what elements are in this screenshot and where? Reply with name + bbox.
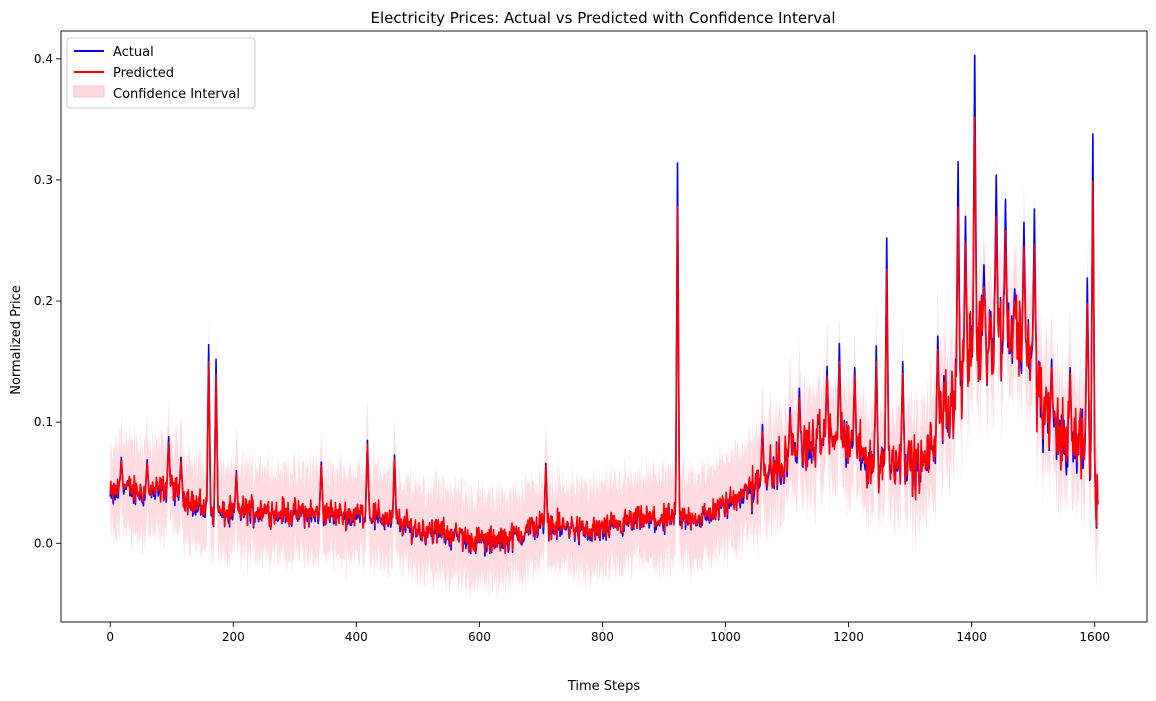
plot-frame xyxy=(60,30,1148,623)
y-tick-label: 0.1 xyxy=(34,415,53,429)
x-tick-label: 1200 xyxy=(833,630,864,644)
x-tick-label: 800 xyxy=(591,630,614,644)
y-tick-label: 0.4 xyxy=(34,52,53,66)
legend-label-actual: Actual xyxy=(113,45,154,60)
x-tick-label: 1600 xyxy=(1079,630,1110,644)
confidence-interval-area xyxy=(110,57,1099,608)
y-axis: 0.0 0.1 0.2 0.3 0.4 xyxy=(34,52,61,550)
x-tick-label: 400 xyxy=(345,630,368,644)
y-tick-label: 0.3 xyxy=(34,173,53,187)
x-tick-label: 0 xyxy=(106,630,114,644)
x-tick-label: 600 xyxy=(468,630,491,644)
confidence-interval-band xyxy=(110,57,1099,608)
legend: Actual Predicted Confidence Interval xyxy=(66,37,256,109)
x-tick-label: 1400 xyxy=(956,630,987,644)
x-axis: 0 200 400 600 800 1000 1200 1400 1600 xyxy=(106,622,1110,644)
legend-label-predicted: Predicted xyxy=(113,66,174,81)
chart-title: Electricity Prices: Actual vs Predicted … xyxy=(370,9,835,27)
x-axis-label: Time Steps xyxy=(567,679,641,694)
predicted-line xyxy=(109,116,1100,555)
legend-box xyxy=(66,37,256,109)
legend-swatch-confidence-interval xyxy=(73,85,105,98)
y-tick-label: 0.0 xyxy=(34,536,53,550)
y-axis-label: Normalized Price xyxy=(9,285,24,395)
x-tick-label: 1000 xyxy=(710,630,741,644)
x-tick-label: 200 xyxy=(222,630,245,644)
y-tick-label: 0.2 xyxy=(34,294,53,308)
legend-label-confidence-interval: Confidence Interval xyxy=(113,87,240,102)
predicted-series xyxy=(109,116,1100,555)
plot-area xyxy=(60,30,1148,623)
